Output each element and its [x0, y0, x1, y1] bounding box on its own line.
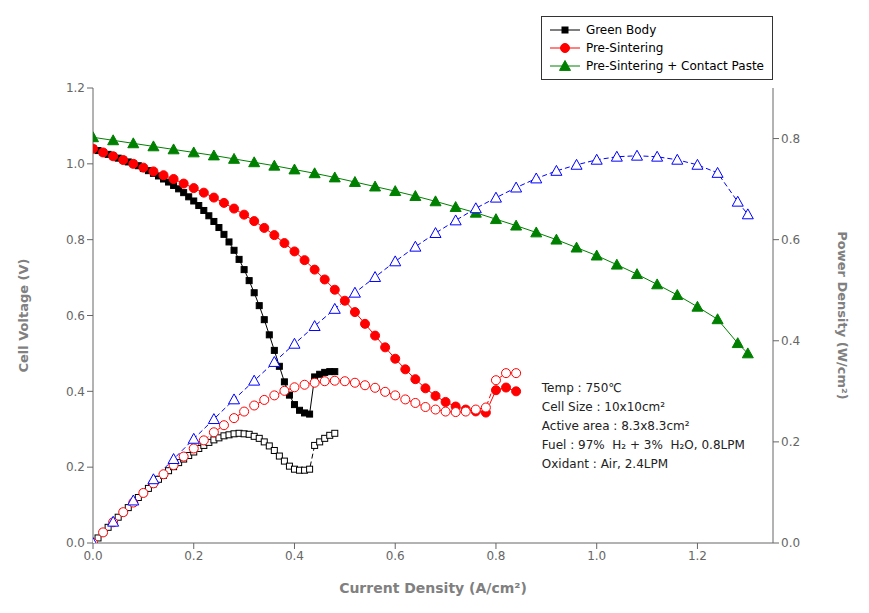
svg-text:Current Density (A/cm²): Current Density (A/cm²) — [339, 580, 527, 596]
svg-text:0.0: 0.0 — [66, 536, 85, 550]
html-text:Fuel : 97% H₂ + 3% H₂O, 0.8LPM: Fuel : 97% H₂ + 3% H₂O, 0.8LPM — [541, 438, 745, 453]
svg-text:0.4: 0.4 — [66, 385, 85, 399]
svg-text:0.2: 0.2 — [184, 549, 203, 563]
svg-text:1.2: 1.2 — [66, 81, 85, 95]
svg-text:0.4: 0.4 — [781, 334, 800, 348]
svg-text:1.2: 1.2 — [688, 549, 707, 563]
svg-text:0.2: 0.2 — [781, 435, 800, 449]
html-text:Active area : 8.3x8.3cm²: Active area : 8.3x8.3cm² — [541, 419, 690, 434]
html-text:Green Body: Green Body — [585, 23, 657, 37]
svg-text:0.4: 0.4 — [285, 549, 304, 563]
html-text:Oxidant : Air, 2.4LPM: Oxidant : Air, 2.4LPM — [541, 457, 669, 472]
svg-text:0.6: 0.6 — [781, 233, 800, 247]
svg-text:0.0: 0.0 — [781, 536, 800, 550]
svg-text:0.8: 0.8 — [781, 132, 800, 146]
svg-text:0.6: 0.6 — [66, 309, 85, 323]
svg-text:1.0: 1.0 — [587, 549, 606, 563]
svg-text:1.0: 1.0 — [66, 157, 85, 171]
html-text:Temp : 750℃: Temp : 750℃ — [541, 381, 622, 396]
svg-text:0.0: 0.0 — [83, 549, 102, 563]
svg-text:Cell Voltage (V): Cell Voltage (V) — [16, 258, 31, 372]
svg-text:0.6: 0.6 — [386, 549, 405, 563]
html-text:Cell Size : 10x10cm²: Cell Size : 10x10cm² — [541, 400, 666, 415]
svg-text:Power Density (W/cm²): Power Density (W/cm²) — [835, 231, 850, 399]
svg-text:0.8: 0.8 — [486, 549, 505, 563]
html-text:Pre-Sintering: Pre-Sintering — [585, 41, 664, 55]
svg-text:0.8: 0.8 — [66, 233, 85, 247]
html-text:Pre-Sintering + Contact Paste: Pre-Sintering + Contact Paste — [585, 59, 764, 73]
svg-text:0.2: 0.2 — [66, 460, 85, 474]
